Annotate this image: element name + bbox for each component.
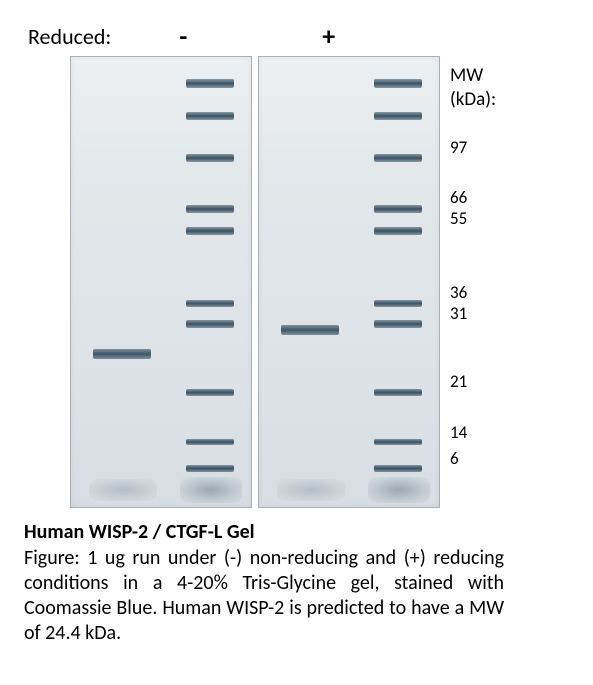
ladder-band	[374, 320, 422, 328]
mw-marker-label: 36	[450, 282, 467, 303]
dye-front-smear	[89, 479, 157, 501]
ladder-band	[186, 465, 234, 472]
ladder-band	[186, 112, 234, 120]
gel-row: MW (kDa): 97 6655 3631 21 14 6	[20, 56, 573, 508]
nonreduced-sample-band	[93, 349, 151, 359]
caption-title: Human WISP-2 / CTGF-L Gel	[24, 520, 504, 544]
header-row: Reduced: - +	[20, 20, 573, 52]
reduced-sample-band	[281, 325, 339, 335]
figure-container: Reduced: - + MW (kDa): 97 6655 3631 21 14 6 H…	[20, 20, 573, 646]
ladder-band	[374, 154, 422, 162]
reduced-symbol: +	[322, 20, 335, 52]
gel-panel-reduced	[258, 56, 440, 508]
ladder-band	[374, 112, 422, 120]
ladder-band	[186, 389, 234, 396]
mw-marker-label: 6	[450, 448, 459, 469]
reduced-label: Reduced:	[28, 23, 111, 50]
ladder-band	[374, 79, 422, 88]
caption-body: Figure: 1 ug run under (-) non-reducing …	[24, 546, 504, 646]
dye-front-smear	[180, 477, 242, 503]
ladder-band	[374, 300, 422, 307]
ladder-band	[374, 227, 422, 235]
ladder-band	[186, 300, 234, 307]
mw-marker-label: 97	[450, 137, 467, 158]
mw-marker-label: 66	[450, 187, 467, 208]
mw-title: MW	[450, 64, 483, 87]
ladder-band	[186, 227, 234, 235]
mw-labels-column: MW (kDa): 97 6655 3631 21 14 6	[446, 56, 516, 506]
ladder-band	[186, 79, 234, 88]
ladder-band	[374, 389, 422, 396]
mw-marker-label: 55	[450, 208, 467, 229]
dye-front-smear	[277, 479, 345, 501]
ladder-band	[374, 439, 422, 445]
nonreduced-symbol: -	[179, 20, 187, 52]
mw-unit: (kDa):	[450, 88, 496, 111]
ladder-band	[186, 320, 234, 328]
ladder-band	[374, 465, 422, 472]
ladder-band	[186, 205, 234, 213]
mw-marker-label: 14	[450, 422, 467, 443]
mw-marker-label: 31	[450, 303, 467, 324]
mw-marker-label: 21	[450, 371, 467, 392]
dye-front-smear	[368, 477, 430, 503]
ladder-band	[186, 154, 234, 162]
ladder-band	[186, 439, 234, 445]
ladder-band	[374, 205, 422, 213]
caption: Human WISP-2 / CTGF-L Gel Figure: 1 ug r…	[24, 520, 504, 646]
gel-panel-nonreduced	[70, 56, 252, 508]
